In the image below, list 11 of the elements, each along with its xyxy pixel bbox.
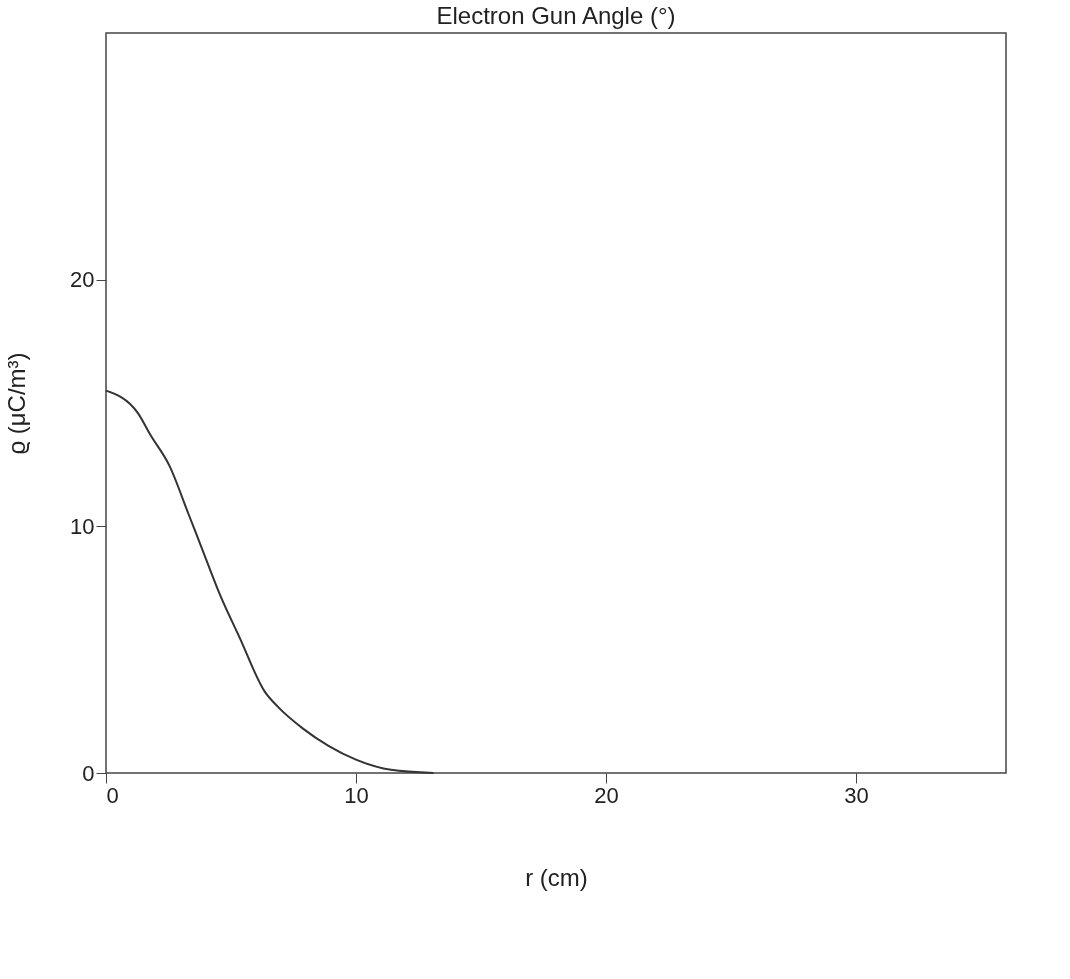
x-tick-label: 20 xyxy=(594,782,619,808)
x-tick-label: 30 xyxy=(844,782,869,808)
x-tick-label: 0 xyxy=(106,782,119,808)
y-tick-label: 10 xyxy=(70,513,95,539)
y-axis-title: ϱ (μC/m³) xyxy=(3,352,31,455)
line-series xyxy=(105,389,435,774)
x-axis-title: r (cm) xyxy=(525,863,588,891)
chart-title: Electron Gun Angle (°) xyxy=(436,2,676,29)
y-tick-label: 0 xyxy=(82,760,95,786)
x-tick-label: 10 xyxy=(344,782,369,808)
y-tick-label: 20 xyxy=(70,267,95,293)
